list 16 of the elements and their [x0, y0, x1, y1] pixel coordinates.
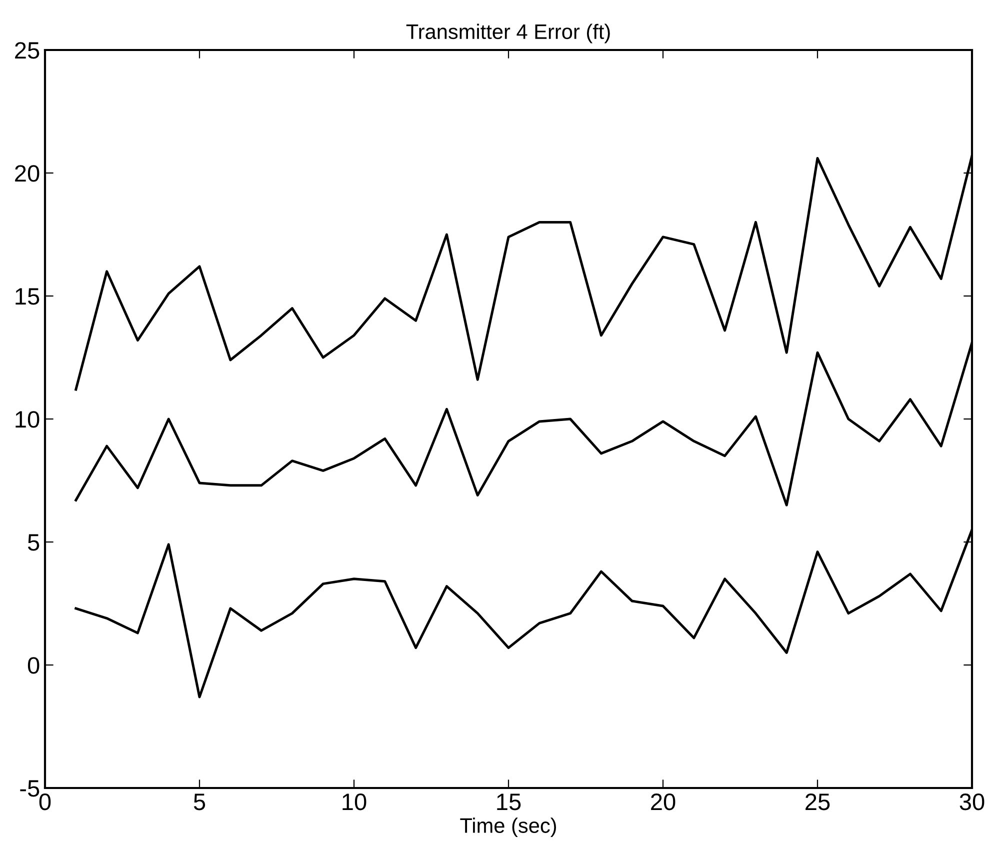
y-tick-label: 20: [15, 165, 40, 182]
y-tick-label: 10: [16, 411, 40, 428]
chart-title: Transmitter 4 Error (ft): [406, 24, 610, 44]
x-tick-label: 25: [806, 793, 830, 810]
x-tick-label: 20: [651, 793, 676, 810]
y-tick-label: 0: [28, 657, 40, 674]
y-tick-label: 25: [15, 42, 40, 59]
x-tick-label: 5: [194, 794, 206, 810]
y-tick-label: 15: [16, 288, 40, 305]
x-axis-title: Time (sec): [460, 818, 556, 838]
x-tick-label: 15: [497, 794, 521, 810]
x-tick-label: 30: [960, 793, 984, 810]
x-tick-label: 10: [342, 793, 366, 810]
y-tick-label: 5: [28, 534, 40, 551]
y-tick-label: -5: [20, 780, 40, 797]
x-tick-label: 0: [39, 793, 51, 810]
